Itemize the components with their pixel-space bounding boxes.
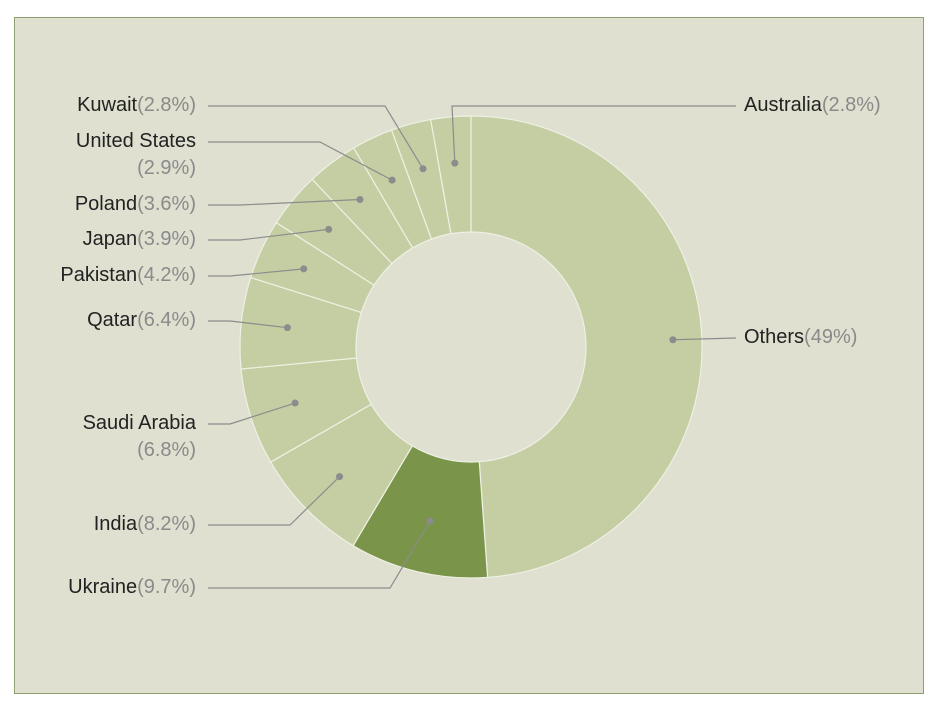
slice-name-kuwait: Kuwait	[77, 94, 137, 116]
leader-dot-australia	[451, 159, 459, 167]
slice-percent-poland: (3.6%)	[137, 193, 196, 215]
slice-name-poland: Poland	[75, 193, 137, 215]
slice-percent-pakistan: (4.2%)	[137, 264, 196, 286]
slice-percent-japan: (3.9%)	[137, 228, 196, 250]
slice-label-qatar: Qatar(6.4%)	[87, 309, 196, 331]
slice-label-poland: Poland(3.6%)	[75, 193, 196, 215]
donut-slices	[239, 115, 703, 579]
slice-percent-ukraine: (9.7%)	[137, 576, 196, 598]
slice-label-japan: Japan(3.9%)	[83, 228, 196, 250]
leader-lines	[208, 105, 737, 589]
leader-dot-saudi-arabia	[291, 399, 299, 407]
slice-label-others: Others(49%)	[744, 326, 857, 348]
slice-percent-others: (49%)	[804, 326, 857, 348]
slice-label-pakistan: Pakistan(4.2%)	[60, 264, 196, 286]
slice-percent-india: (8.2%)	[137, 513, 196, 535]
slice-percent-australia: (2.8%)	[822, 94, 881, 116]
slice-percent-qatar: (6.4%)	[137, 309, 196, 331]
slice-label-united-states: United States (2.9%)	[76, 130, 196, 179]
slice-labels: Others(49%) Ukraine(9.7%) India(8.2%) Saudi…	[60, 94, 880, 598]
leader-dot-others	[669, 336, 677, 344]
leader-line-australia	[451, 105, 736, 164]
leader-dot-kuwait	[419, 165, 427, 173]
leader-dot-poland	[356, 196, 364, 204]
slice-name-ukraine: Ukraine	[68, 576, 137, 598]
leader-line-poland	[208, 198, 361, 206]
slice-percent-united-states: (2.9%)	[137, 157, 196, 179]
slice-label-kuwait: Kuwait(2.8%)	[77, 94, 196, 116]
leader-dot-japan	[325, 225, 333, 233]
leader-line-kuwait	[208, 105, 424, 170]
leader-dot-india	[336, 473, 344, 481]
leader-line-ukraine	[208, 520, 431, 589]
slice-label-ukraine: Ukraine(9.7%)	[68, 576, 196, 598]
leader-line-india	[208, 476, 340, 526]
leader-dot-united-states	[388, 176, 396, 184]
slice-percent-saudi-arabia: (6.8%)	[137, 439, 196, 461]
slice-name-others: Others	[744, 326, 804, 348]
slice-name-saudi-arabia: Saudi Arabia	[83, 412, 197, 434]
slice-percent-kuwait: (2.8%)	[137, 94, 196, 116]
slice-label-australia: Australia(2.8%)	[744, 94, 881, 116]
slice-name-qatar: Qatar	[87, 309, 137, 331]
slice-australia	[429, 115, 472, 235]
slice-name-india: India	[94, 513, 138, 535]
leader-dot-ukraine	[426, 517, 434, 525]
slice-name-japan: Japan	[83, 228, 138, 250]
slice-name-pakistan: Pakistan	[60, 264, 137, 286]
leader-line-united-states	[208, 141, 393, 181]
leader-dot-pakistan	[300, 265, 308, 273]
slice-label-india: India(8.2%)	[94, 513, 196, 535]
slice-name-australia: Australia	[744, 94, 823, 116]
leader-line-others	[672, 337, 737, 341]
leader-line-japan	[208, 228, 329, 241]
leader-line-pakistan	[208, 268, 304, 277]
slice-name-united-states: United States	[76, 130, 196, 152]
slice-others	[470, 115, 703, 579]
leader-line-saudi-arabia	[208, 402, 296, 425]
slice-label-saudi-arabia: Saudi Arabia (6.8%)	[83, 412, 197, 461]
leader-line-qatar	[208, 320, 288, 329]
leader-dot-qatar	[283, 324, 291, 332]
